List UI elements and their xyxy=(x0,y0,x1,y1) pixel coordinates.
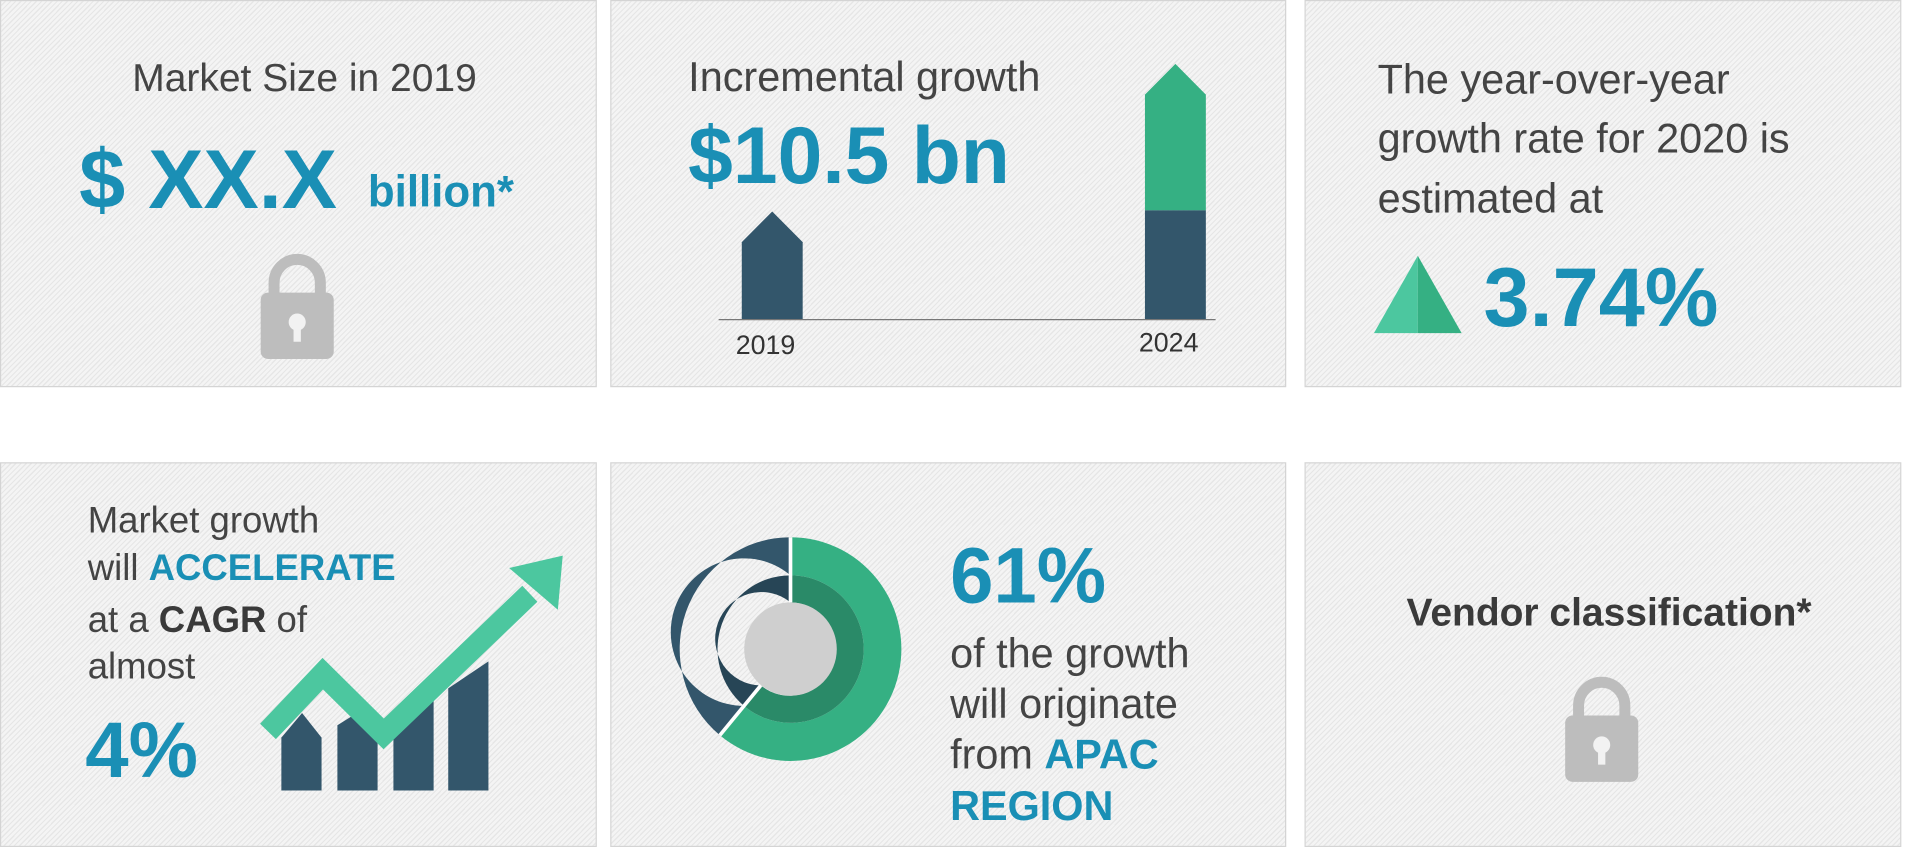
text-line: almost xyxy=(87,646,196,688)
donut xyxy=(670,537,902,761)
text-line: will originate xyxy=(950,684,1178,726)
text: will originate xyxy=(950,681,1178,728)
text: of xyxy=(266,599,308,641)
text-line: from APAC xyxy=(950,734,1159,776)
card-title: Market Size in 2019 xyxy=(132,55,477,100)
card-value: 4% xyxy=(85,705,198,795)
text: from xyxy=(950,731,1045,779)
text-line: of the growth xyxy=(950,633,1189,675)
growth-bars xyxy=(718,63,1216,321)
card-value: 61% xyxy=(950,531,1107,620)
lock-icon xyxy=(1565,676,1639,782)
lock-icon xyxy=(260,253,334,359)
card-value: $10.5 bn xyxy=(688,109,1010,201)
highlight: REGION xyxy=(950,783,1114,830)
text-line: growth rate for 2020 is xyxy=(1377,115,1790,163)
card-value: $ XX.X xyxy=(79,132,337,227)
text-line: will ACCELERATE xyxy=(87,548,396,589)
text: at a xyxy=(87,599,159,641)
bar-label: 2024 xyxy=(1138,326,1199,358)
bar-label: 2019 xyxy=(735,329,796,361)
text-line: REGION xyxy=(950,786,1113,828)
highlight: ACCELERATE xyxy=(148,548,396,589)
card-title: Vendor classification* xyxy=(1406,590,1812,635)
text: of the growth xyxy=(950,630,1190,678)
card-title: Incremental growth xyxy=(688,54,1041,101)
highlight: CAGR xyxy=(158,599,267,641)
card xyxy=(1304,462,1902,847)
text-line: Market growth xyxy=(87,500,320,541)
growth-chart xyxy=(260,555,563,791)
card xyxy=(610,462,1287,847)
text-line: at a CAGR of xyxy=(88,602,307,639)
text: almost xyxy=(87,646,196,688)
text-line: estimated at xyxy=(1377,175,1604,223)
card-value: 3.74% xyxy=(1483,250,1719,345)
text-line: The year-over-year xyxy=(1377,56,1730,104)
up-triangle xyxy=(1373,255,1462,334)
highlight: APAC xyxy=(1044,731,1159,779)
text: Market growth xyxy=(87,500,320,541)
text: will xyxy=(87,548,149,589)
card-unit: billion* xyxy=(367,165,515,217)
